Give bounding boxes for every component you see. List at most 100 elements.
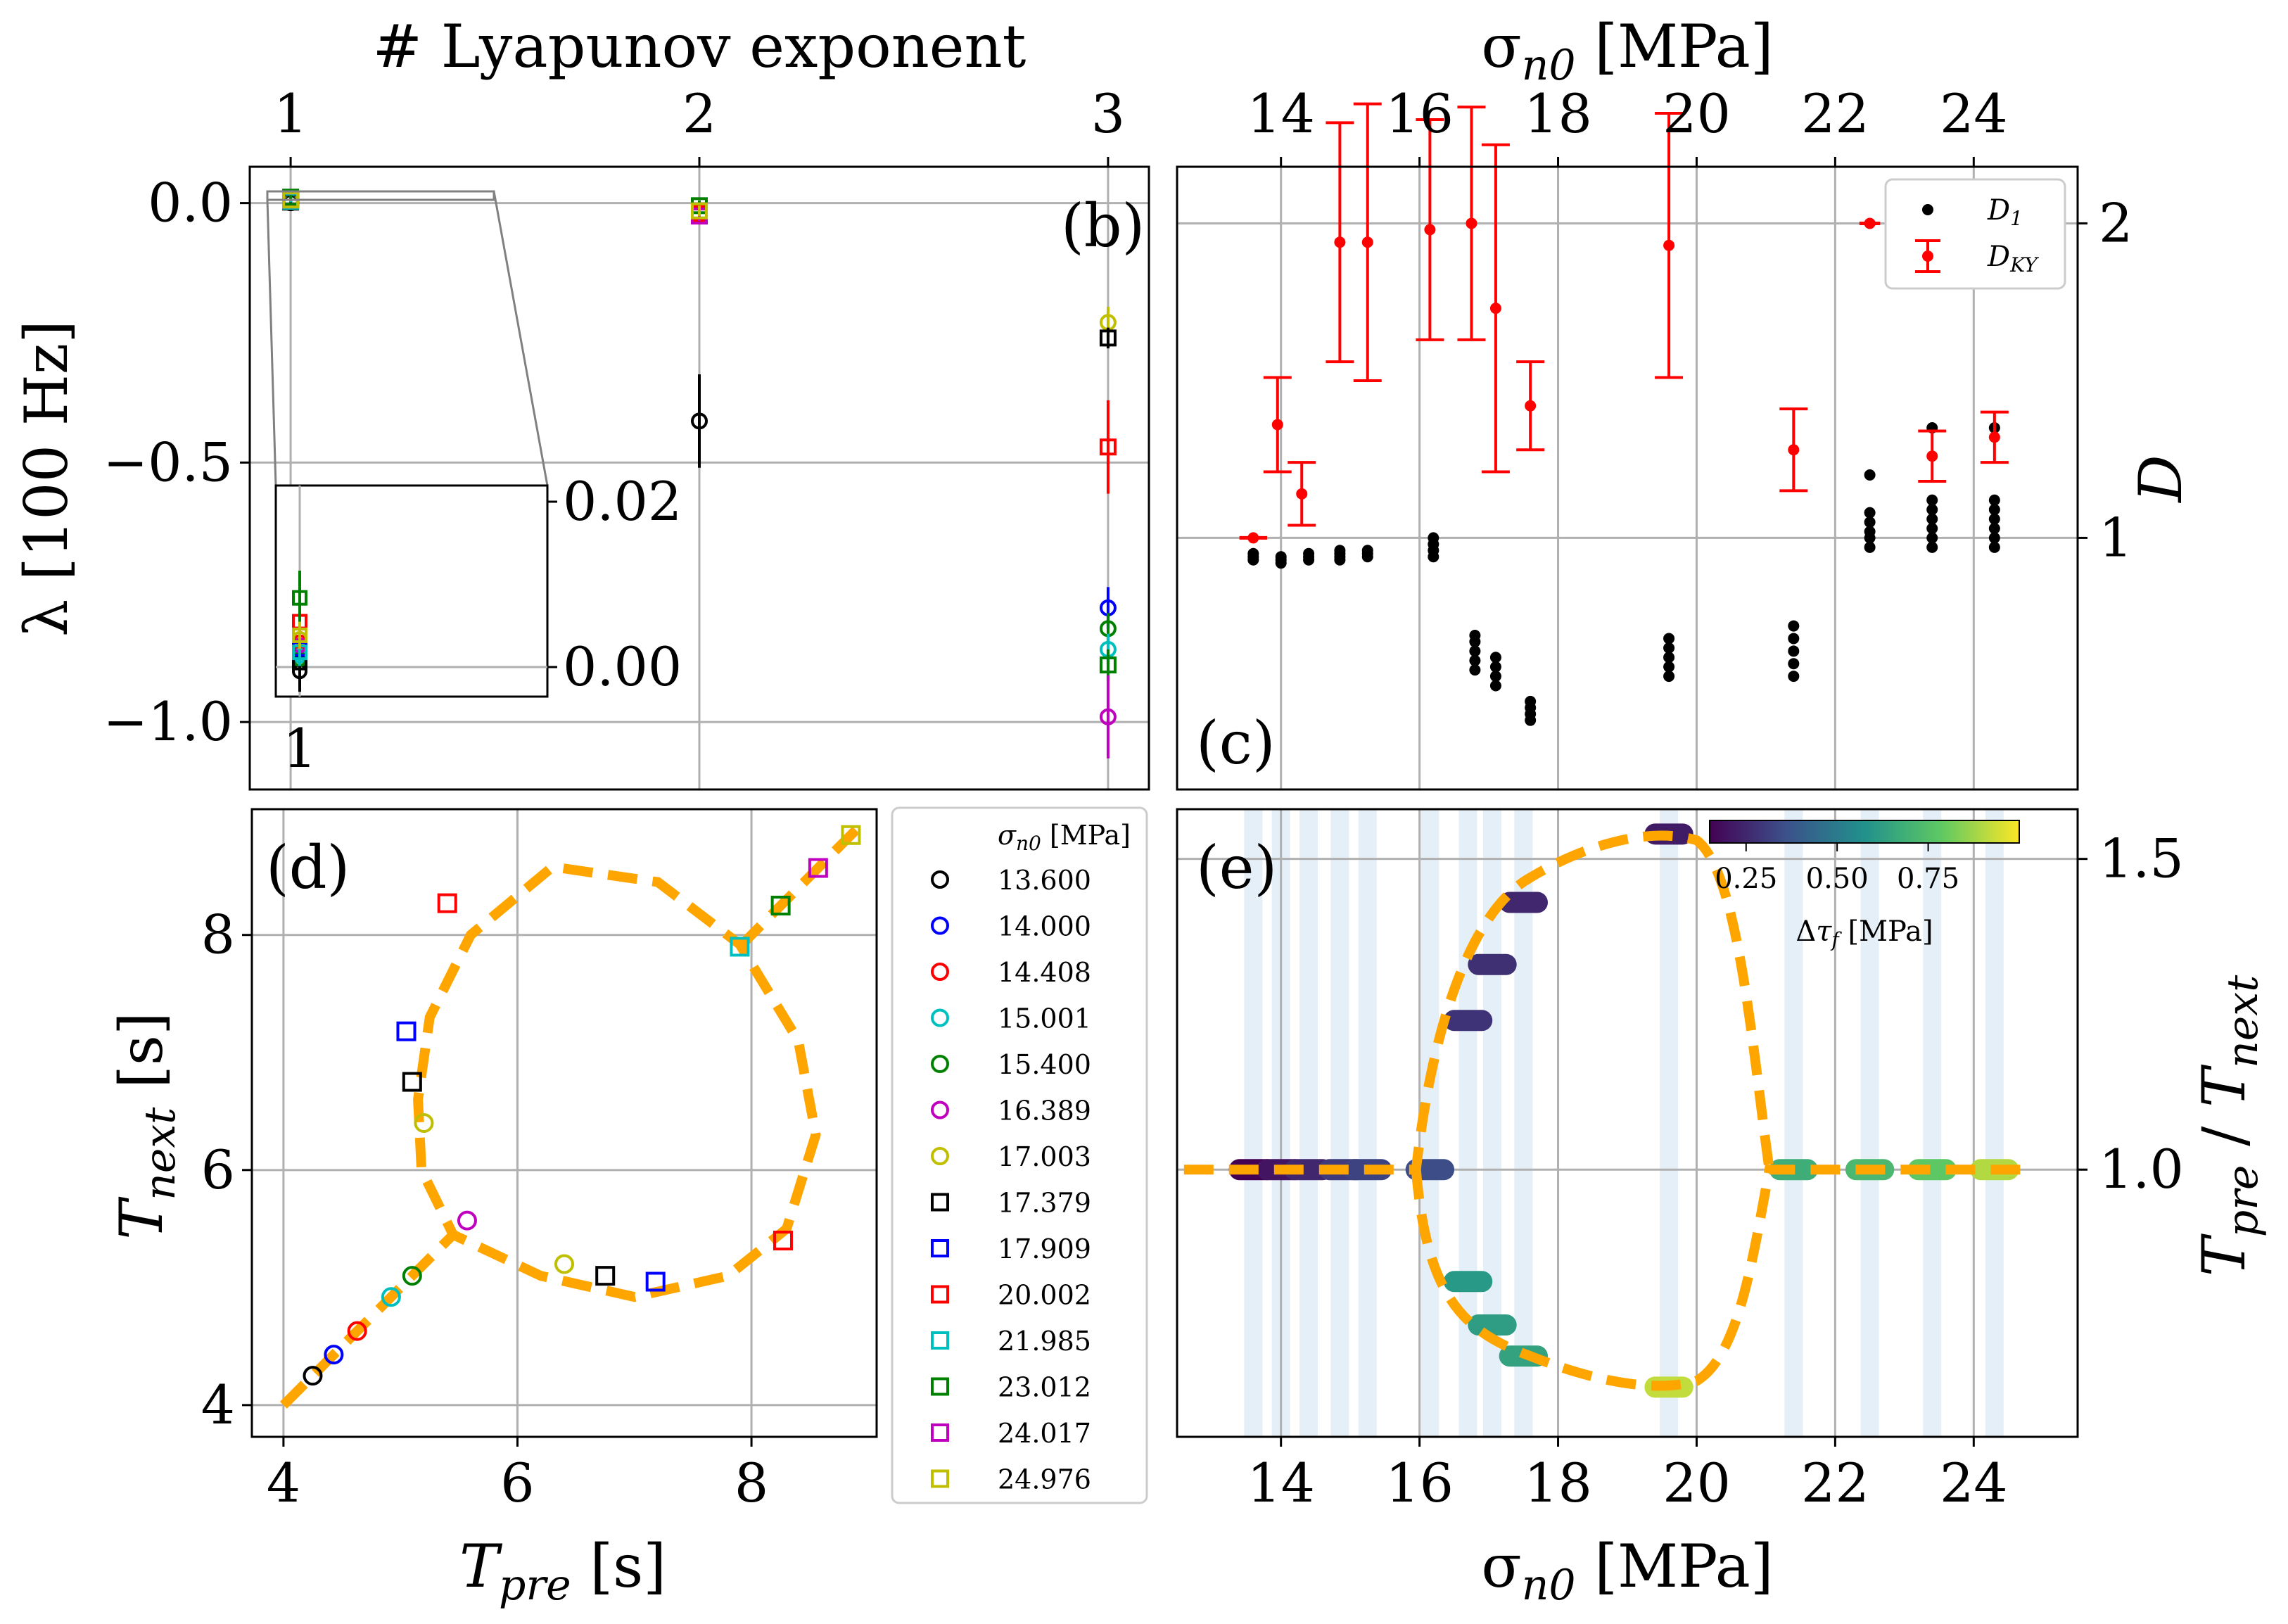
colorbar-ticks: 0.25 0.50 0.75 <box>1715 843 1959 895</box>
lyapunov-point <box>1099 438 1117 456</box>
dky-point <box>1988 431 2000 443</box>
d1-point <box>1663 671 1675 683</box>
dky-point <box>1334 236 1346 248</box>
d1-point <box>1926 523 1938 535</box>
shaded-band <box>1784 809 1803 1437</box>
d1-point <box>1788 658 1800 670</box>
legend-title: σn0 [MPa] <box>998 820 1131 855</box>
colorbar <box>1709 820 2020 844</box>
shaded-band <box>1330 809 1349 1437</box>
inset-connector-right <box>492 191 549 486</box>
d1-point <box>1489 680 1501 692</box>
ytick-label: 1.5 <box>2099 827 2184 890</box>
shaded-band <box>1299 809 1318 1437</box>
colorbar-tick-label: 0.75 <box>1897 863 1959 895</box>
panel-e-shaded-bands <box>1244 809 2004 1437</box>
dky-point <box>1926 450 1938 462</box>
ytick-label: 2 <box>2099 191 2133 254</box>
legend-label: 17.003 <box>998 1141 1091 1172</box>
xtick-label: 20 <box>1663 1452 1731 1514</box>
legend-marker <box>931 1055 949 1073</box>
legend-marker <box>931 1147 949 1165</box>
return-map-point <box>645 1271 666 1292</box>
d1-point <box>1663 642 1675 654</box>
d1-point <box>1469 645 1481 657</box>
d1-point <box>1864 541 1876 553</box>
legend-marker <box>931 1377 949 1396</box>
shaded-band <box>1358 809 1377 1437</box>
legend-label: 24.017 <box>998 1418 1091 1449</box>
panel-d-marks <box>303 825 861 1386</box>
inset-point <box>292 590 307 606</box>
d1-point <box>1247 547 1259 559</box>
d1-point <box>1525 695 1537 707</box>
legend-marker <box>931 1239 949 1257</box>
lyapunov-point <box>1099 329 1117 347</box>
legend-label: 13.600 <box>998 865 1091 896</box>
xtick-label: 2 <box>682 82 716 145</box>
d1-point <box>1926 541 1938 553</box>
panel-d-xlabel: Tpre [s] <box>459 1532 666 1610</box>
panel-c: (c) σn0 [MPa] D 14 16 18 20 22 24 1 2 D1 DKY <box>1176 12 2195 791</box>
xtick-label: 20 <box>1663 82 1731 145</box>
d1-point <box>1864 526 1876 538</box>
inset-tick-label-002: 0.02 <box>563 470 682 533</box>
d1-point <box>1988 532 2000 544</box>
legend-marker <box>931 1469 949 1488</box>
inset-frame <box>274 484 549 698</box>
xtick-label: 24 <box>1940 1452 2008 1514</box>
return-map-point <box>437 893 457 913</box>
dky-point <box>1296 488 1308 500</box>
ytick-label: 1 <box>2099 506 2133 569</box>
panel-e-label: (e) <box>1196 833 1277 902</box>
panel-c-xlabel: σn0 [MPa] <box>1481 12 1773 90</box>
return-map-point <box>457 1210 477 1231</box>
dky-point <box>1466 217 1477 229</box>
dky-point <box>1864 217 1876 229</box>
return-map-point <box>402 1072 422 1092</box>
inset-xtick-label-1: 1 <box>283 717 317 780</box>
panel-e-fit-curve <box>1183 830 2023 1391</box>
d1-point <box>1988 513 2000 525</box>
shaded-band <box>1923 809 1942 1437</box>
return-map-point <box>773 1231 793 1251</box>
legend-marker <box>931 1423 949 1442</box>
panel-d-grid <box>252 809 877 1437</box>
legend-marker <box>931 870 949 889</box>
legend-entries: 13.600 14.000 14.408 15.001 15.400 16.389 17.0… <box>931 865 1091 1495</box>
panel-b-ticks: 1 2 3 0.0 −0.5 −1.0 <box>103 82 1125 753</box>
legend-label: 20.002 <box>998 1280 1091 1311</box>
panel-c-marks <box>1239 102 2009 726</box>
d1-point <box>1788 620 1800 632</box>
legend-marker <box>931 1285 949 1304</box>
panel-d-ticks: 4 6 8 4 6 8 <box>201 903 769 1514</box>
panel-d-legend: σn0 [MPa] 13.600 14.000 14.408 15.001 15.400… <box>891 806 1148 1504</box>
legend-box <box>1884 178 2066 290</box>
shaded-band <box>1985 809 2004 1437</box>
return-map-point <box>770 895 791 915</box>
panel-d-fit-curve <box>279 825 860 1409</box>
xtick-label: 14 <box>1247 1452 1315 1514</box>
legend-marker <box>931 916 949 935</box>
xtick-label: 16 <box>1385 1452 1454 1514</box>
d1-point <box>1988 494 2000 506</box>
panel-c-frame <box>1176 165 2079 791</box>
dky-point <box>1424 224 1436 236</box>
legend-label: 21.985 <box>998 1326 1091 1357</box>
panel-e: (e) σn0 [MPa] Tpre / Tnext 14 16 18 20 22 241… <box>1176 808 2268 1610</box>
ytick-label: 0.0 <box>148 172 233 234</box>
d1-point <box>1926 513 1938 525</box>
shaded-band <box>1660 809 1679 1437</box>
legend-label: 15.001 <box>998 1003 1091 1034</box>
lyapunov-point <box>691 412 708 430</box>
panel-b-xlabel: # Lyapunov exponent <box>373 12 1027 81</box>
d1-point <box>1988 523 2000 535</box>
return-map-point <box>808 858 828 878</box>
panel-e-ylabel: Tpre / Tnext <box>2190 975 2268 1276</box>
d1-point <box>1469 629 1481 641</box>
shaded-band <box>1860 809 1879 1437</box>
dky-point <box>1663 239 1675 251</box>
legend-marker-d1 <box>1922 204 1933 215</box>
d1-point <box>1988 504 2000 516</box>
